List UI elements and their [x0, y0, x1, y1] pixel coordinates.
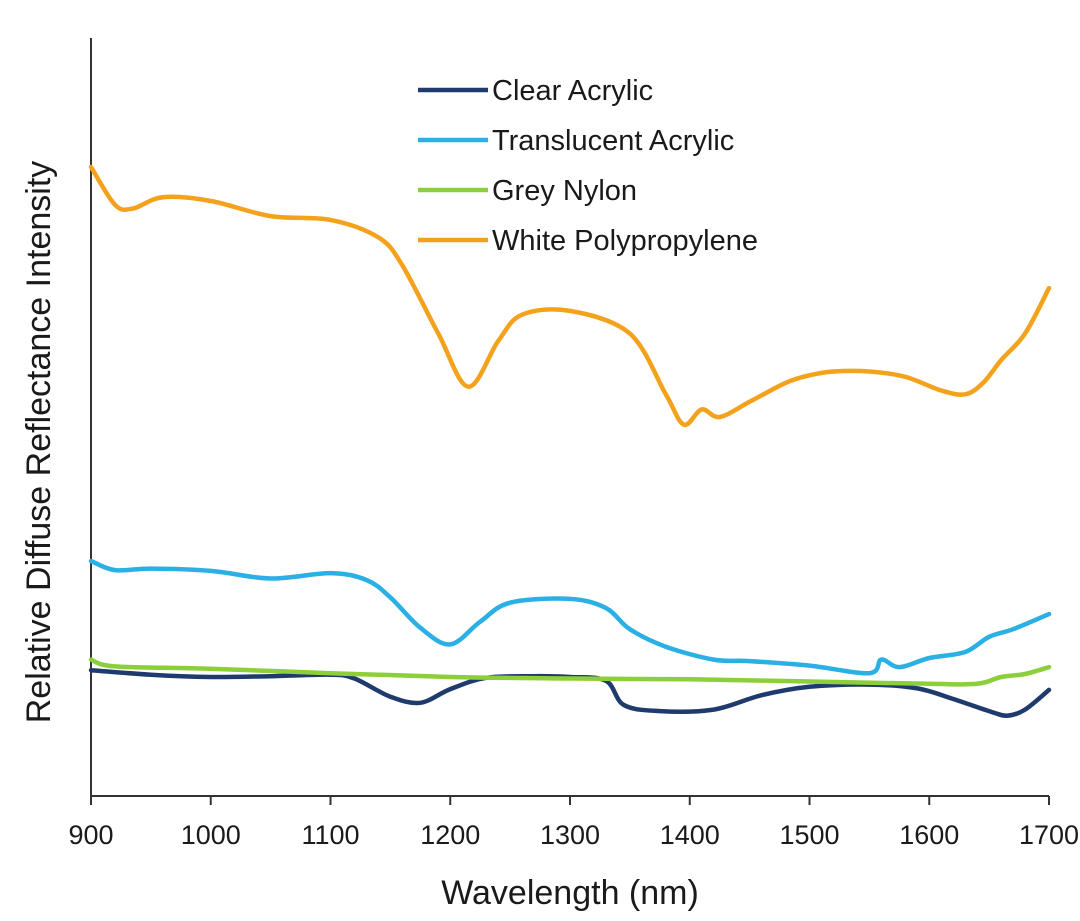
x-tick-label: 1600	[899, 820, 959, 850]
x-tick-label: 1000	[181, 820, 241, 850]
legend-label-translucent-acrylic: Translucent Acrylic	[492, 125, 734, 157]
x-tick-label: 1300	[540, 820, 600, 850]
x-tick-label: 1500	[779, 820, 839, 850]
series-line-white-polypropylene	[88, 164, 1052, 427]
legend-label-white-polypropylene: White Polypropylene	[492, 225, 758, 257]
series-lines	[88, 164, 1052, 718]
legend-label-clear-acrylic: Clear Acrylic	[492, 75, 653, 107]
x-tick-label: 900	[68, 820, 113, 850]
x-axis-title: Wavelength (nm)	[441, 874, 699, 912]
x-tick-label: 1200	[420, 820, 480, 850]
x-tick-label: 1100	[301, 820, 359, 850]
plot-area: 900 1000 1100 1200 1300 1400 1500 1600 1700	[68, 38, 1079, 850]
legend-label-grey-nylon: Grey Nylon	[492, 175, 637, 207]
legend: Clear Acrylic Translucent Acrylic Grey Nyl…	[418, 75, 758, 257]
series-line-grey-nylon	[88, 657, 1052, 687]
x-tick-label: 1400	[660, 820, 720, 850]
y-axis-title: Relative Diffuse Reflectance Intensity	[20, 161, 58, 724]
x-ticks: 900 1000 1100 1200 1300 1400 1500 1600 1700	[68, 796, 1079, 850]
x-tick-label: 1700	[1019, 820, 1079, 850]
series-line-translucent-acrylic	[88, 558, 1052, 676]
